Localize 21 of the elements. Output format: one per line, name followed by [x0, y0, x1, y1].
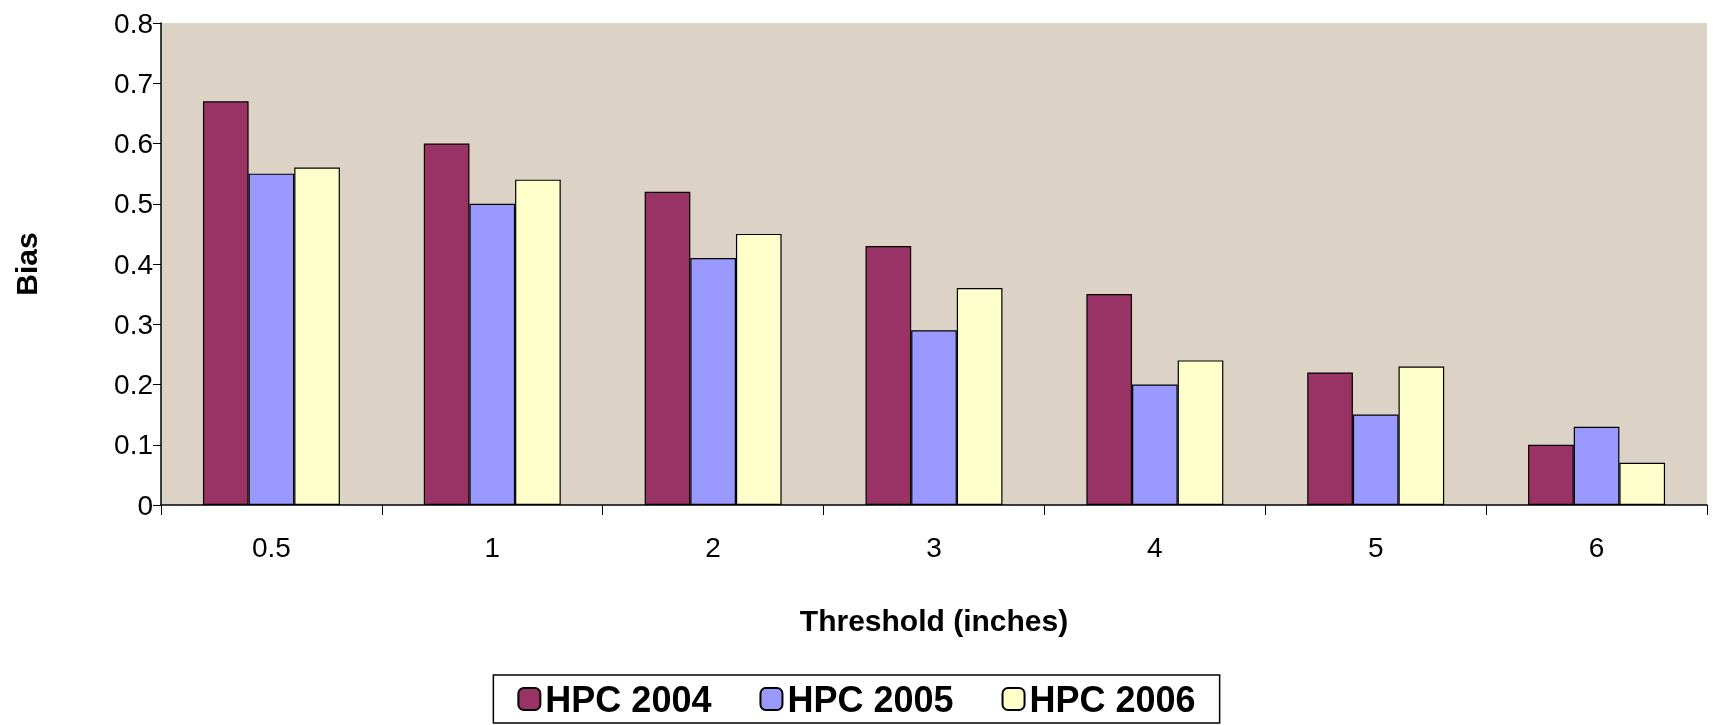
x-tick-label: 2 [705, 531, 721, 563]
y-tick-label: 0.5 [114, 188, 153, 220]
x-tick-label: 6 [1588, 531, 1605, 563]
x-tick-label: 5 [1367, 531, 1384, 563]
y-axis-title: Bias [9, 232, 43, 296]
y-tick-label: 0 [137, 489, 153, 521]
x-axis-title: Threshold (inches) [799, 603, 1069, 637]
y-tick-label: 0.3 [114, 308, 153, 340]
y-tick-label: 0.7 [114, 67, 153, 99]
legend-label: HPC 2005 [787, 678, 954, 720]
legend-label: HPC 2006 [1029, 678, 1196, 720]
x-tick-label: 3 [926, 531, 942, 563]
x-tick-label: 1 [484, 531, 501, 563]
x-tick-label: 0.5 [251, 531, 291, 563]
y-tick-label: 0.1 [114, 429, 153, 461]
y-tick-label: 0.8 [114, 7, 153, 39]
y-tick-label: 0.4 [114, 248, 153, 280]
legend-label: HPC 2004 [545, 678, 712, 720]
y-tick-label: 0.2 [114, 369, 153, 400]
y-tick-label: 0.6 [114, 128, 153, 159]
x-tick-label: 4 [1147, 531, 1163, 563]
